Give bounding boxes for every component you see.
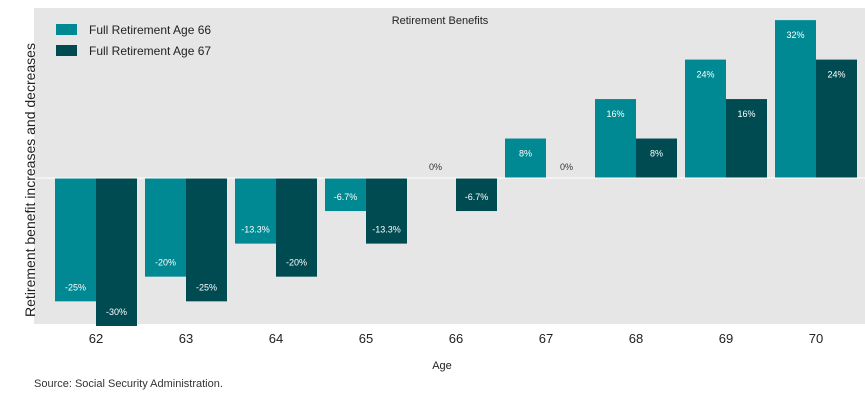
data-label: -25% <box>196 282 217 292</box>
x-tick-labels: 62 63 64 65 66 67 68 69 70 <box>89 331 823 346</box>
data-label: 32% <box>786 30 804 40</box>
bar-69-series-2 <box>726 99 767 178</box>
x-tick-label: 62 <box>89 331 103 346</box>
bar-64-series-2 <box>276 178 317 277</box>
x-tick-label: 65 <box>359 331 373 346</box>
data-label: -13.3% <box>241 225 270 235</box>
data-label: 0% <box>560 162 573 172</box>
x-tick-label: 64 <box>269 331 283 346</box>
bar-69-series-1 <box>685 59 726 178</box>
bars-group <box>55 20 857 326</box>
bar-63-series-2 <box>186 178 227 302</box>
bar-62-series-2 <box>96 178 137 326</box>
data-label: -25% <box>65 282 86 292</box>
x-tick-label: 63 <box>179 331 193 346</box>
bar-70-series-1 <box>775 20 816 179</box>
data-label: 0% <box>429 162 442 172</box>
x-tick-label: 69 <box>719 331 733 346</box>
bar-62-series-1 <box>55 178 96 302</box>
data-label: -6.7% <box>465 192 489 202</box>
bar-65-series-2 <box>366 178 407 244</box>
x-tick-label: 67 <box>539 331 553 346</box>
bar-labels-group: -25% -30% -20% -25% -13.3% -20% -6.7% -13.3% 0% -… <box>65 30 846 317</box>
bar-64-series-1 <box>235 178 276 244</box>
legend-label: Full Retirement Age 67 <box>89 44 211 58</box>
bar-68-series-1 <box>595 99 636 178</box>
data-label: 16% <box>737 109 755 119</box>
data-label: -13.3% <box>372 225 401 235</box>
data-label: 8% <box>650 149 663 159</box>
data-label: 24% <box>696 70 714 80</box>
bar-70-series-2 <box>816 59 857 178</box>
bar-66-series-2 <box>456 178 497 212</box>
x-tick-label: 66 <box>449 331 463 346</box>
y-axis-label: Retirement benefit increases and decreas… <box>22 43 38 317</box>
bar-67-series-1 <box>505 138 546 178</box>
data-label: 16% <box>606 109 624 119</box>
chart-title: Retirement Benefits <box>392 15 489 27</box>
x-tick-label: 68 <box>629 331 643 346</box>
x-tick-label: 70 <box>809 331 823 346</box>
legend: Full Retirement Age 66 Full Retirement Ag… <box>56 23 211 58</box>
x-axis-label: Age <box>432 360 452 372</box>
data-label: 8% <box>519 149 532 159</box>
bar-65-series-1 <box>325 178 366 212</box>
legend-label: Full Retirement Age 66 <box>89 23 211 37</box>
data-label: 24% <box>827 70 845 80</box>
bar-68-series-2 <box>636 138 677 178</box>
legend-swatch <box>56 24 77 35</box>
data-label: -20% <box>155 258 176 268</box>
data-label: -20% <box>286 258 307 268</box>
data-label: -30% <box>106 307 127 317</box>
data-label: -6.7% <box>334 192 358 202</box>
source-note: Source: Social Security Administration. <box>34 378 223 390</box>
bar-63-series-1 <box>145 178 186 277</box>
legend-swatch <box>56 45 77 56</box>
